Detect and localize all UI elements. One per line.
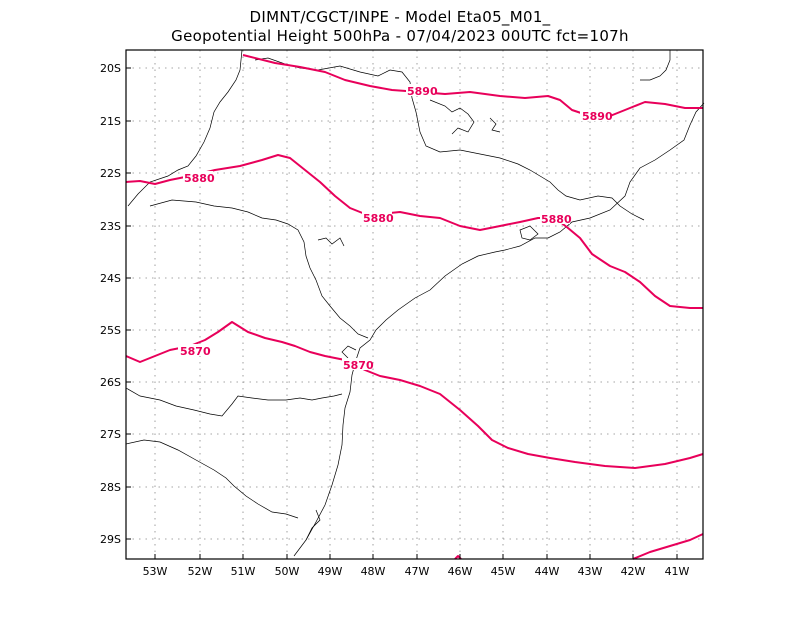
- bay-paranagua: [341, 345, 357, 359]
- longitude-labels: 53W 52W 51W 50W 49W 48W 47W 46W 45W 44W …: [143, 565, 690, 578]
- lon-tick-label: 48W: [361, 565, 386, 578]
- lon-tick-label: 51W: [231, 565, 256, 578]
- lon-tick-label: 52W: [188, 565, 213, 578]
- coastline-borders: [125, 49, 705, 557]
- contour-5870: [125, 321, 704, 469]
- state-border-sc-rs: [125, 439, 299, 519]
- contour-5870-south: [632, 533, 704, 560]
- lon-tick-label: 50W: [275, 565, 300, 578]
- contour-labels: 5890 5890 5880 5880 5880 5870 5870: [178, 84, 613, 372]
- lat-tick-label: 21S: [100, 115, 121, 128]
- contour-5890: [242, 54, 703, 117]
- lat-tick-label: 23S: [100, 220, 121, 233]
- lon-tick-label: 47W: [405, 565, 430, 578]
- map-frame: [125, 49, 704, 560]
- island-ilhabela: [519, 225, 539, 241]
- lat-tick-label: 26S: [100, 376, 121, 389]
- state-border-mg-sp: [127, 49, 243, 207]
- lat-tick-label: 29S: [100, 533, 121, 546]
- lagoa-patos: [305, 509, 321, 541]
- state-border-mg-north: [254, 57, 645, 221]
- state-border-pr-sc: [125, 387, 343, 417]
- coastline: [293, 102, 705, 557]
- map-title-line1: DIMNT/CGCT/INPE - Model Eta05_M01_: [249, 8, 551, 26]
- lat-tick-label: 20S: [100, 62, 121, 75]
- contour-label: 5890: [407, 85, 438, 98]
- contour-label: 5890: [582, 110, 613, 123]
- lon-tick-label: 41W: [665, 565, 690, 578]
- map-title-line2: Geopotential Height 500hPa - 07/04/2023 …: [171, 27, 629, 45]
- lon-tick-label: 49W: [318, 565, 343, 578]
- contour-label: 5870: [343, 359, 374, 372]
- lon-tick-label: 46W: [448, 565, 473, 578]
- lon-tick-label: 44W: [535, 565, 560, 578]
- lat-tick-label: 27S: [100, 428, 121, 441]
- state-border-sp-mg: [149, 199, 369, 339]
- contour-label: 5870: [180, 345, 211, 358]
- lon-tick-label: 43W: [578, 565, 603, 578]
- lon-tick-label: 45W: [491, 565, 516, 578]
- lat-tick-label: 28S: [100, 481, 121, 494]
- lake-furnas: [489, 117, 501, 133]
- height-contours: [125, 54, 704, 560]
- river-paranaiba: [429, 99, 475, 135]
- contour-5880: [125, 154, 703, 309]
- contour-label: 5880: [184, 172, 215, 185]
- grid-lines: [126, 50, 703, 559]
- state-border-es: [640, 50, 671, 81]
- contour-label: 5880: [541, 213, 572, 226]
- lake-sp: [317, 237, 345, 247]
- contour-label: 5880: [363, 212, 394, 225]
- lat-tick-label: 22S: [100, 167, 121, 180]
- latitude-labels: 20S 21S 22S 23S 24S 25S 26S 27S 28S 29S: [100, 62, 121, 546]
- lon-tick-label: 42W: [621, 565, 646, 578]
- tick-marks: [126, 67, 678, 559]
- lat-tick-label: 24S: [100, 272, 121, 285]
- lon-tick-label: 53W: [143, 565, 168, 578]
- lat-tick-label: 25S: [100, 324, 121, 337]
